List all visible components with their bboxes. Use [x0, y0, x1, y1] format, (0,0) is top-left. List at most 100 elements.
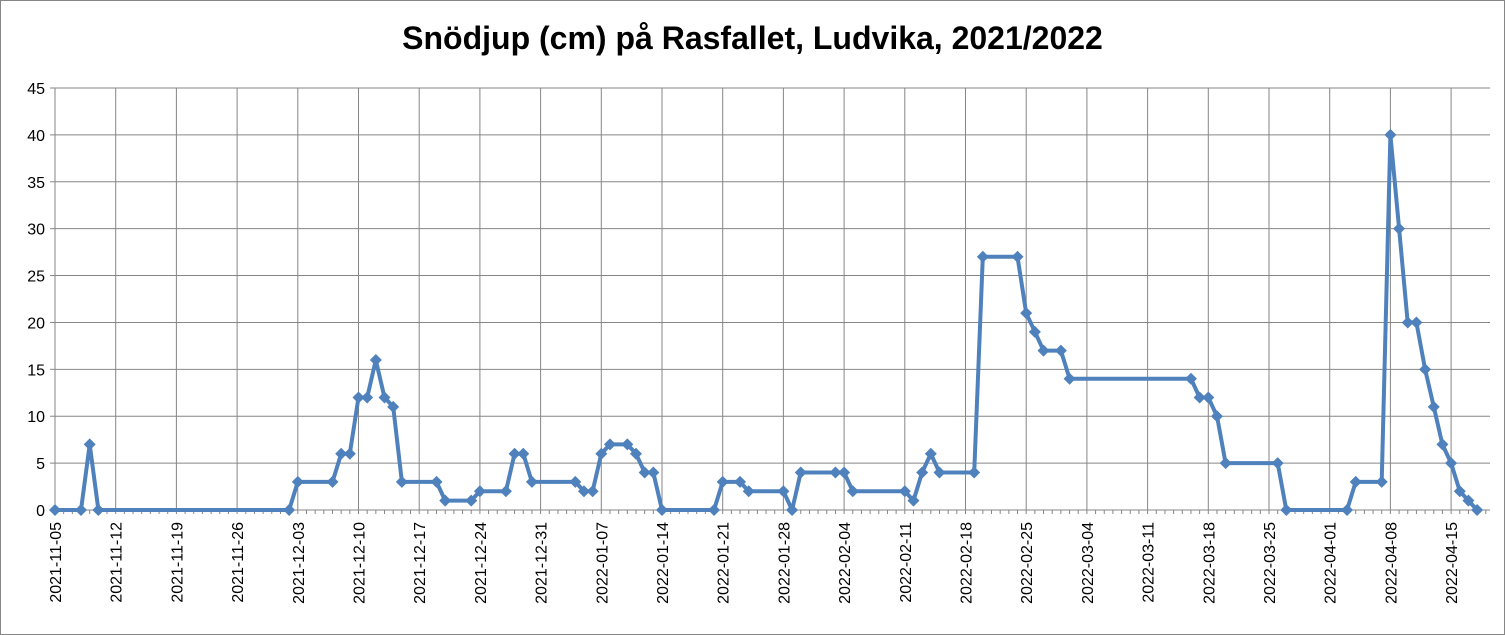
data-point-marker — [1393, 222, 1406, 235]
data-point-marker — [638, 466, 651, 479]
y-tick-label: 0 — [36, 503, 45, 520]
data-point-marker — [846, 485, 859, 498]
data-point-marker — [1427, 400, 1440, 413]
data-point-marker — [1202, 391, 1215, 404]
x-tick-label: 2021-11-19 — [169, 522, 186, 603]
axis-layer — [50, 87, 1490, 514]
data-point-marker — [629, 447, 642, 460]
data-point-marker — [1011, 250, 1024, 263]
data-point-marker — [1445, 457, 1458, 470]
x-tick-label: 2022-02-25 — [1019, 522, 1036, 604]
data-point-marker — [1471, 504, 1484, 516]
data-point-marker — [577, 485, 590, 498]
x-tick-label: 2022-04-15 — [1444, 522, 1461, 604]
y-tick-label: 45 — [27, 81, 45, 98]
data-point-marker — [395, 475, 408, 488]
data-point-marker — [595, 447, 608, 460]
y-tick-label: 5 — [36, 456, 45, 473]
y-tick-label: 25 — [27, 269, 45, 286]
data-point-marker — [1193, 391, 1206, 404]
data-point-marker — [283, 504, 296, 516]
data-point-marker — [326, 475, 339, 488]
x-tick-label: 2021-12-10 — [352, 522, 369, 604]
data-point-marker — [430, 475, 443, 488]
data-point-marker — [838, 466, 851, 479]
data-point-marker — [1419, 363, 1432, 376]
data-point-marker — [439, 494, 452, 507]
x-tick-label: 2022-03-25 — [1262, 522, 1279, 604]
data-point-marker — [465, 494, 478, 507]
data-point-marker — [829, 466, 842, 479]
x-tick-label: 2021-12-03 — [291, 522, 308, 604]
data-point-marker — [1436, 438, 1449, 451]
x-tick-label: 2022-03-04 — [1080, 522, 1097, 604]
x-tick-label: 2021-11-12 — [109, 522, 126, 603]
data-point-marker — [708, 504, 721, 516]
x-tick-label: 2021-11-05 — [48, 522, 65, 603]
data-point-marker — [517, 447, 530, 460]
data-point-marker — [1349, 475, 1362, 488]
x-tick-label: 2021-12-17 — [412, 522, 429, 604]
data-point-marker — [369, 353, 382, 366]
data-point-marker — [716, 475, 729, 488]
data-point-marker — [569, 475, 582, 488]
data-point-marker — [786, 504, 799, 516]
x-tick-label: 2022-02-11 — [898, 522, 915, 603]
data-point-marker — [352, 391, 365, 404]
series-layer — [49, 128, 1484, 516]
data-point-marker — [794, 466, 807, 479]
data-point-marker — [1453, 485, 1466, 498]
x-tick-label: 2022-03-18 — [1201, 522, 1218, 604]
data-point-marker — [1271, 457, 1284, 470]
data-point-marker — [734, 475, 747, 488]
x-tick-label: 2022-03-11 — [1141, 522, 1158, 603]
data-point-marker — [1184, 372, 1197, 385]
data-point-marker — [343, 447, 356, 460]
data-point-marker — [291, 475, 304, 488]
data-point-marker — [603, 438, 616, 451]
data-point-marker — [335, 447, 348, 460]
data-point-marker — [378, 391, 391, 404]
data-point-marker — [1219, 457, 1232, 470]
y-tick-label: 20 — [27, 315, 45, 332]
data-point-marker — [907, 494, 920, 507]
data-point-marker — [83, 438, 96, 451]
data-point-marker — [1028, 325, 1041, 338]
data-point-marker — [75, 504, 88, 516]
data-point-marker — [742, 485, 755, 498]
data-point-marker — [1375, 475, 1388, 488]
data-point-marker — [508, 447, 521, 460]
x-tick-label: 2022-01-21 — [716, 522, 733, 604]
y-tick-label: 35 — [27, 175, 45, 192]
data-point-marker — [976, 250, 989, 263]
data-point-marker — [1037, 344, 1050, 357]
x-tick-label: 2022-01-14 — [655, 522, 672, 604]
y-tick-label: 10 — [27, 409, 45, 426]
data-point-marker — [1020, 307, 1033, 320]
x-tick-label: 2022-02-04 — [837, 522, 854, 604]
data-point-marker — [1341, 504, 1354, 516]
data-point-marker — [525, 475, 538, 488]
data-point-marker — [1210, 410, 1223, 423]
data-point-marker — [586, 485, 599, 498]
data-point-marker — [968, 466, 981, 479]
x-tick-label: 2022-02-18 — [959, 522, 976, 604]
x-tick-label: 2022-04-01 — [1323, 522, 1340, 604]
x-tick-label: 2022-01-07 — [594, 522, 611, 604]
data-point-marker — [916, 466, 929, 479]
data-point-marker — [656, 504, 668, 516]
data-point-marker — [1280, 504, 1293, 516]
data-point-marker — [92, 504, 105, 516]
data-point-marker — [387, 400, 400, 413]
data-point-marker — [898, 485, 911, 498]
data-point-marker — [1410, 316, 1423, 329]
data-point-marker — [933, 466, 946, 479]
data-point-marker — [621, 438, 634, 451]
chart-title: Snödjup (cm) på Rasfallet, Ludvika, 2021… — [402, 20, 1103, 56]
y-tick-label: 30 — [27, 222, 45, 239]
data-point-marker — [1384, 128, 1397, 141]
y-tick-label: 40 — [27, 128, 45, 145]
x-tick-label: 2021-12-31 — [534, 522, 551, 604]
